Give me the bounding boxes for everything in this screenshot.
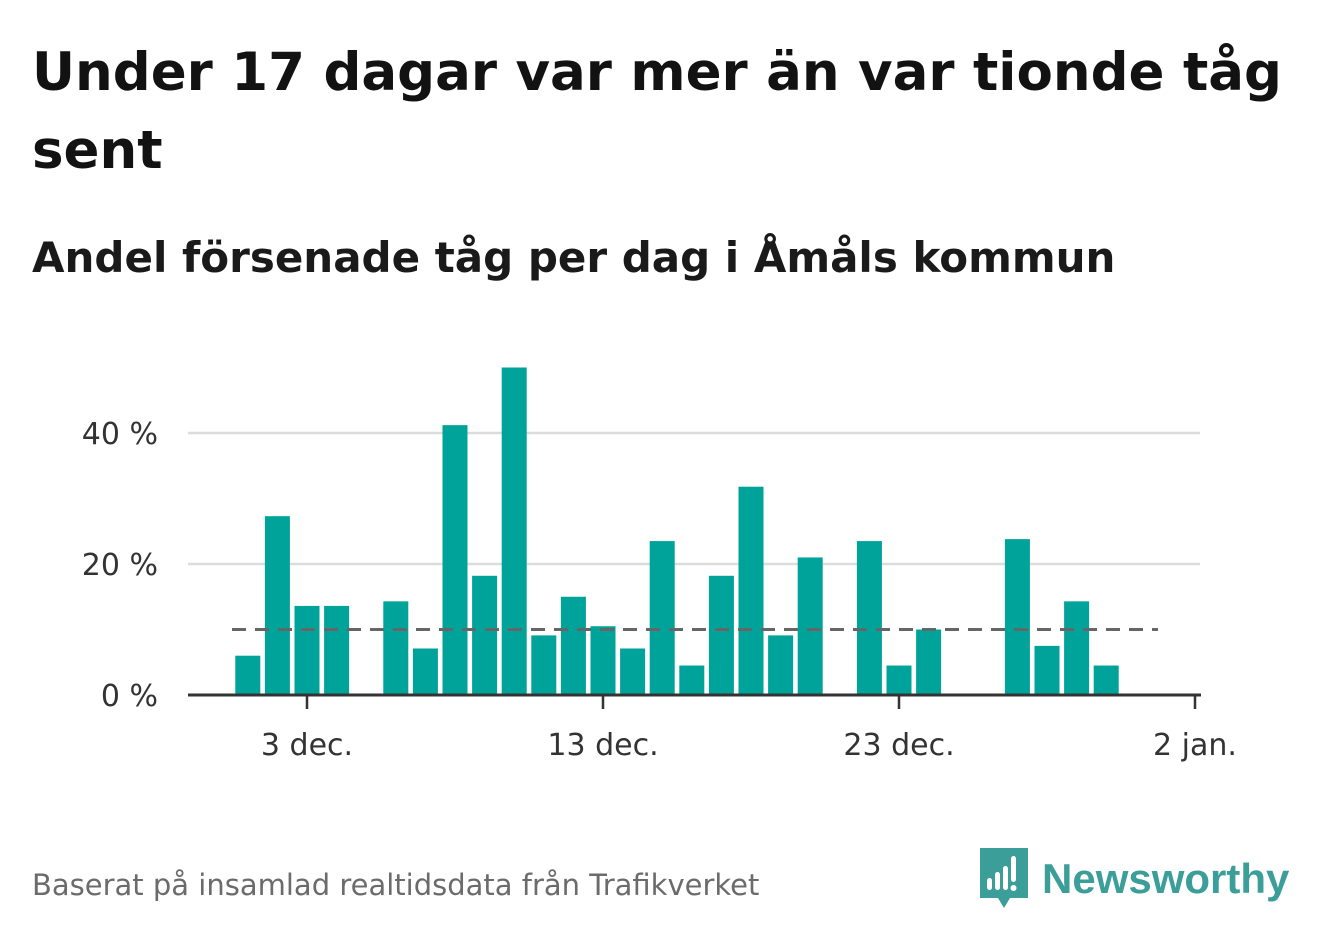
y-tick-label: 40 % <box>82 417 158 452</box>
bar <box>1004 539 1030 695</box>
bar <box>738 486 764 695</box>
bar <box>294 605 320 695</box>
source-note: Baserat på insamlad realtidsdata från Tr… <box>32 868 760 902</box>
y-tick-label: 20 % <box>82 548 158 583</box>
bar <box>442 425 468 695</box>
bar <box>620 648 646 695</box>
y-tick-label: 0 % <box>101 679 158 714</box>
bar <box>264 516 290 695</box>
bars <box>235 367 1119 695</box>
bar <box>886 665 912 695</box>
bar <box>797 557 823 695</box>
gridlines <box>188 431 1200 566</box>
bar <box>501 367 527 695</box>
brand-name: Newsworthy <box>1042 855 1290 902</box>
bar <box>531 635 557 695</box>
bar <box>590 626 616 695</box>
bar <box>472 575 498 695</box>
x-tick-label: 3 dec. <box>261 728 353 763</box>
newsworthy-logo-icon <box>980 848 1028 908</box>
bar <box>856 541 882 695</box>
bar <box>560 596 586 695</box>
bar-chart: 3 dec. 13 dec. 23 dec. 2 jan. 0 % 20 % 40 % <box>82 367 1237 763</box>
bar <box>679 665 705 695</box>
bar <box>1034 645 1060 695</box>
chart-title: Under 17 dagar var mer än var tionde tåg… <box>32 42 1282 181</box>
bar <box>235 655 261 695</box>
y-axis-labels: 0 % 20 % 40 % <box>82 417 158 714</box>
brand-logo: Newsworthy <box>980 848 1289 910</box>
x-axis: 3 dec. 13 dec. 23 dec. 2 jan. <box>188 693 1237 763</box>
x-tick-label: 23 dec. <box>843 728 954 763</box>
chart-subtitle: Andel försenade tåg per dag i Åmåls komm… <box>32 233 1116 282</box>
bar <box>1093 665 1119 695</box>
x-tick-label: 13 dec. <box>547 728 658 763</box>
bar <box>1064 601 1090 695</box>
bar <box>412 648 438 695</box>
x-tick-label: 2 jan. <box>1153 728 1237 763</box>
bar <box>649 541 675 695</box>
bar <box>708 575 734 695</box>
bar <box>383 601 409 695</box>
bar <box>768 635 794 695</box>
bar <box>916 629 942 695</box>
bar <box>324 605 350 695</box>
